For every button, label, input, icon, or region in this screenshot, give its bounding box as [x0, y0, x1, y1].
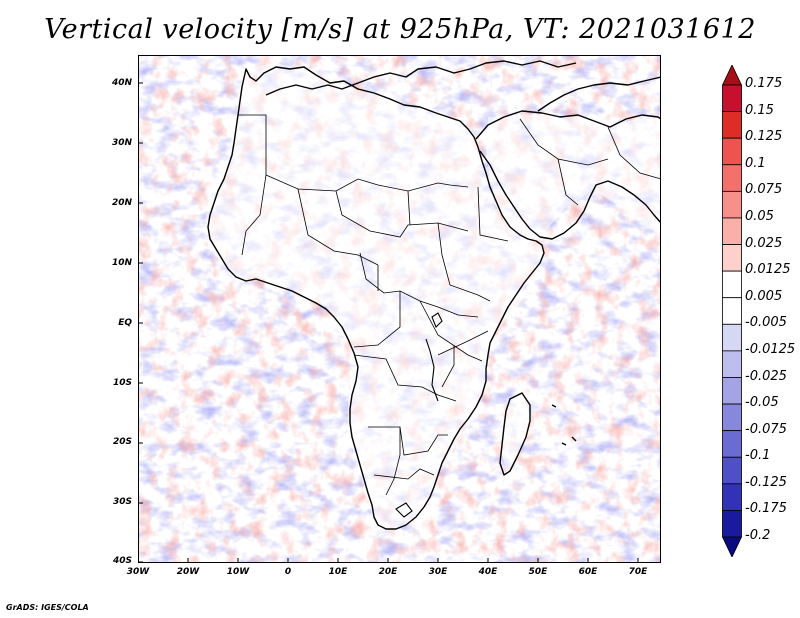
colorbar-segment: [722, 430, 742, 458]
colorbar-label: -0.005: [745, 315, 787, 331]
lat-label-40n: 40N: [111, 78, 132, 88]
colorbar-segment: [722, 190, 742, 219]
lon-label-50e: 50E: [528, 567, 548, 577]
colorbar-label: -0.125: [745, 474, 787, 490]
colorbar-label: -0.2: [745, 528, 771, 543]
velocity-field-map: [138, 55, 661, 563]
country-borders: [238, 114, 661, 496]
colorbar-label: 0.175: [745, 76, 783, 91]
colorbar-label: 0.0125: [745, 262, 791, 278]
colorbar-label: 0.15: [745, 102, 774, 118]
colorbar-segment: [722, 456, 742, 485]
colorbar-label: -0.0125: [745, 341, 796, 357]
colorbar-segment: [722, 297, 742, 325]
colorbar-segment: [722, 137, 742, 166]
lat-label-10n: 10N: [111, 258, 132, 268]
colorbar-label: 0.005: [745, 288, 783, 304]
lon-label-60e: 60E: [578, 567, 598, 577]
lat-label-eq: EQ: [118, 318, 132, 328]
colorbar-segment: [722, 350, 742, 378]
lon-label-30e: 30E: [428, 567, 448, 577]
map-panel: [138, 55, 661, 563]
lon-label-10e: 10E: [328, 567, 348, 577]
lat-label-20n: 20N: [111, 198, 132, 208]
lat-label-30s: 30S: [112, 497, 132, 507]
axis-ticks: [138, 82, 639, 563]
lat-label-40s: 40S: [112, 556, 132, 566]
colorbar-label: -0.025: [745, 368, 787, 384]
colorbar-label: 0.05: [745, 208, 774, 224]
coastlines: [207, 60, 661, 530]
colorbar-segment: [722, 111, 742, 139]
grads-credit: GrADS: IGES/COLA: [6, 603, 89, 612]
colorbar-label: -0.175: [745, 501, 787, 517]
colorbar-min-triangle: [722, 536, 742, 557]
colorbar-label: 0.125: [745, 129, 783, 145]
colorbar-max-triangle: [722, 65, 742, 86]
lon-label-20e: 20E: [378, 567, 398, 577]
colorbar-segment: [722, 403, 742, 432]
colorbar-label: -0.1: [745, 448, 771, 464]
lakes: [395, 312, 443, 518]
map-frame: [138, 55, 661, 563]
lon-label-70e: 70E: [628, 567, 648, 577]
colorbar-segment: [722, 510, 742, 538]
colorbar-segment: [722, 244, 742, 272]
lat-label-30n: 30N: [111, 138, 132, 148]
colorbar: [722, 65, 742, 557]
colorbar-label: 0.075: [745, 182, 783, 198]
lon-label-30w: 30W: [126, 567, 150, 577]
colorbar-label: 0.025: [745, 235, 783, 251]
colorbar-segment: [722, 323, 742, 352]
lon-label-20w: 20W: [176, 567, 200, 577]
colorbar-segment: [722, 84, 742, 112]
colorbar-label: 0.1: [745, 155, 766, 171]
colorbar-segment: [722, 270, 742, 299]
chart-title: Vertical velocity [m/s] at 925hPa, VT: 2…: [44, 14, 756, 45]
lon-label-10w: 10W: [226, 567, 250, 577]
colorbar-segment: [722, 483, 742, 511]
colorbar-label: -0.05: [745, 395, 779, 411]
colorbar-segment: [722, 217, 742, 245]
lat-label-20s: 20S: [112, 437, 132, 447]
lon-label-40e: 40E: [478, 567, 498, 577]
lat-label-10s: 10S: [112, 378, 132, 388]
colorbar-segment: [722, 377, 742, 405]
lon-label-0: 0: [284, 567, 292, 577]
land-areas: [206, 63, 661, 531]
colorbar-label: -0.075: [745, 421, 787, 437]
colorbar-segment: [722, 164, 742, 192]
